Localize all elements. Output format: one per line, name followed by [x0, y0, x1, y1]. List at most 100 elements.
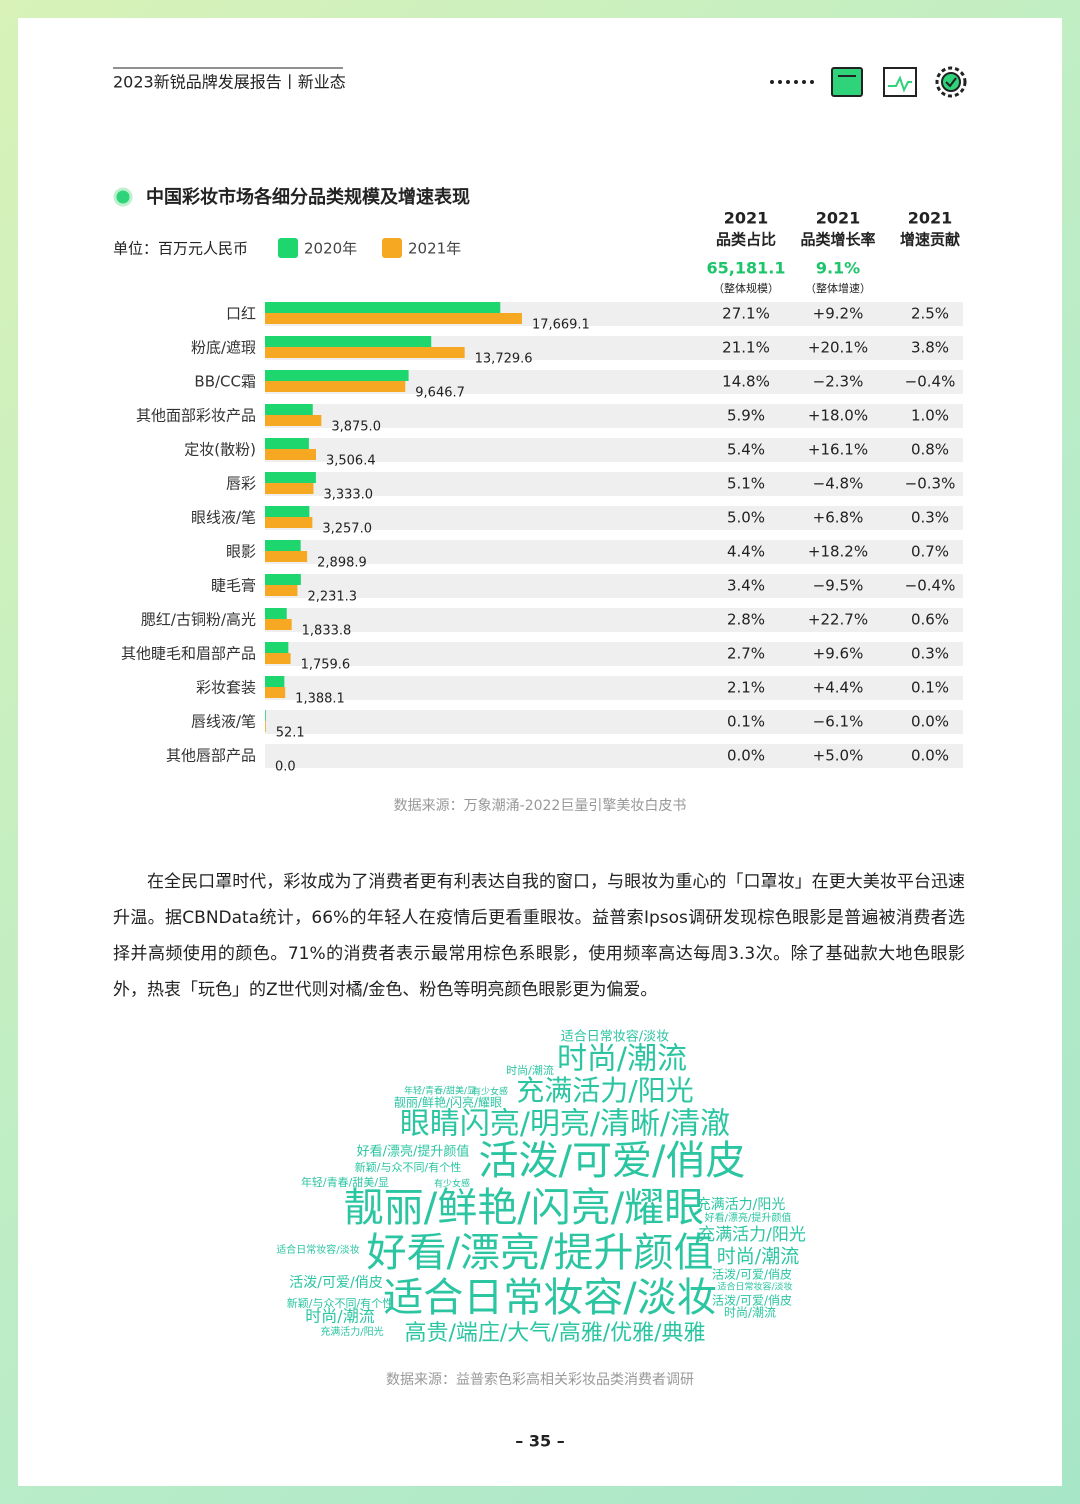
- cloud-word: 时尚/潮流: [724, 1305, 776, 1320]
- cloud-word: 有少女感: [472, 1086, 508, 1098]
- value-label: 3,257.0: [322, 522, 372, 537]
- bar: [265, 449, 316, 460]
- chart-source: 数据来源：万象潮涌-2022巨量引擎美妆白皮书: [394, 798, 687, 814]
- cloud-word: 活泼/可爱/俏皮: [712, 1294, 792, 1308]
- table-header: 品类增长率: [800, 231, 875, 249]
- table-cell: 5.1%: [727, 475, 765, 493]
- cloud-word: 充满活力/阳光: [698, 1225, 806, 1245]
- bar: [265, 574, 301, 585]
- category-label: 唇线液/笔: [191, 713, 256, 731]
- table-cell: −0.4%: [905, 373, 956, 391]
- bar: [265, 687, 286, 698]
- bar: [265, 619, 292, 630]
- cloud-word: 活泼/可爱/俏皮: [479, 1138, 746, 1184]
- value-label: 1,833.8: [302, 624, 352, 639]
- bar: [265, 438, 309, 449]
- table-cell: 3.4%: [727, 577, 765, 595]
- table-cell: 0.6%: [911, 611, 949, 629]
- wordcloud-source: 数据来源：益普索色彩高相关彩妆品类消费者调研: [386, 1371, 694, 1388]
- table-header: 品类占比: [716, 231, 776, 249]
- row-background: [265, 744, 963, 768]
- legend-label: 2020年: [304, 240, 357, 258]
- title-dot: [113, 187, 133, 207]
- table-cell: 0.1%: [727, 713, 765, 731]
- bar: [265, 710, 266, 721]
- category-label: 唇彩: [226, 475, 256, 493]
- table-cell: +6.8%: [813, 509, 864, 527]
- cloud-word: 充满活力/阳光: [516, 1074, 693, 1107]
- value-label: 3,333.0: [323, 488, 373, 503]
- cloud-word: 高贵/端庄/大气/高雅/优雅/典雅: [404, 1321, 705, 1346]
- bar: [265, 302, 501, 313]
- table-cell: 1.0%: [911, 407, 949, 425]
- bar: [265, 483, 314, 494]
- cloud-word: 新颖/与众不同/有个性: [287, 1296, 393, 1310]
- value-label: 0.0: [275, 760, 296, 775]
- cloud-word: 好看/漂亮/提升颜值: [357, 1144, 470, 1160]
- value-label: 3,506.4: [326, 454, 376, 469]
- cloud-word: 年轻/青春/甜美/显: [404, 1085, 476, 1097]
- row-background: [265, 676, 963, 700]
- table-cell: 5.4%: [727, 441, 765, 459]
- cloud-word: 适合日常妆容/淡妆: [276, 1243, 359, 1256]
- table-cell: 5.9%: [727, 407, 765, 425]
- row-background: [265, 472, 963, 496]
- paragraph: 在全民口罩时代，彩妆成为了消费者更有利表达自我的窗口，与眼妆为重心的「口罩妆」在…: [113, 872, 965, 1000]
- cloud-word: 时尚/潮流: [557, 1042, 687, 1077]
- table-cell: 21.1%: [722, 339, 770, 357]
- value-label: 2,231.3: [307, 590, 357, 605]
- table-cell: −6.1%: [813, 713, 864, 731]
- legend-swatch: [382, 238, 402, 258]
- cloud-word: 充满活力/阳光: [697, 1197, 786, 1213]
- bar: [265, 642, 289, 653]
- legend-label: 2021年: [408, 240, 461, 258]
- table-cell: +20.1%: [808, 339, 868, 357]
- category-label: 粉底/遮瑕: [191, 339, 256, 357]
- bar: [265, 585, 298, 596]
- bar: [265, 404, 313, 415]
- bar: [265, 540, 301, 551]
- cloud-word: 新颖/与众不同/有个性: [355, 1160, 461, 1174]
- table-cell: 14.8%: [722, 373, 770, 391]
- cloud-word: 活泼/可爱/俏皮: [289, 1275, 382, 1291]
- cloud-word: 充满活力/阳光: [320, 1325, 383, 1338]
- table-cell: 0.0%: [727, 747, 765, 765]
- bar: [265, 370, 409, 381]
- table-cell: −0.3%: [905, 475, 956, 493]
- value-label: 9,646.7: [415, 386, 465, 401]
- value-label: 1,759.6: [301, 658, 351, 673]
- row-background: [265, 574, 963, 598]
- table-cell: 27.1%: [722, 305, 770, 323]
- cloud-word: 适合日常妆容/淡妆: [383, 1275, 716, 1321]
- value-label: 2,898.9: [317, 556, 367, 571]
- bar: [265, 415, 322, 426]
- gear-icon: [935, 66, 967, 98]
- bar: [265, 676, 285, 687]
- table-header: 增速贡献: [900, 231, 960, 249]
- row-background: [265, 540, 963, 564]
- table-cell: 2.5%: [911, 305, 949, 323]
- value-label: 1,388.1: [295, 692, 345, 707]
- bar: [265, 472, 316, 483]
- cloud-word: 活泼/可爱/俏皮: [712, 1268, 792, 1282]
- table-cell: +18.0%: [808, 407, 868, 425]
- category-label: 睫毛膏: [211, 577, 256, 595]
- row-background: [265, 438, 963, 462]
- table-cell: 2.7%: [727, 645, 765, 663]
- row-background: [265, 642, 963, 666]
- table-cell: 2.1%: [727, 679, 765, 697]
- table-cell: 0.8%: [911, 441, 949, 459]
- inbox-icon: [831, 67, 863, 97]
- table-cell: +22.7%: [808, 611, 868, 629]
- table-cell: −4.8%: [813, 475, 864, 493]
- table-cell: −9.5%: [813, 577, 864, 595]
- cloud-word: 适合日常妆容/淡妆: [717, 1281, 792, 1293]
- category-label: 眼线液/笔: [191, 509, 256, 527]
- table-cell: +9.6%: [813, 645, 864, 663]
- category-label: 眼影: [226, 543, 256, 561]
- cloud-word: 时尚/潮流: [717, 1246, 799, 1268]
- row-background: [265, 710, 963, 734]
- cloud-word: 靓丽/鲜艳/闪亮/耀眼: [344, 1185, 704, 1231]
